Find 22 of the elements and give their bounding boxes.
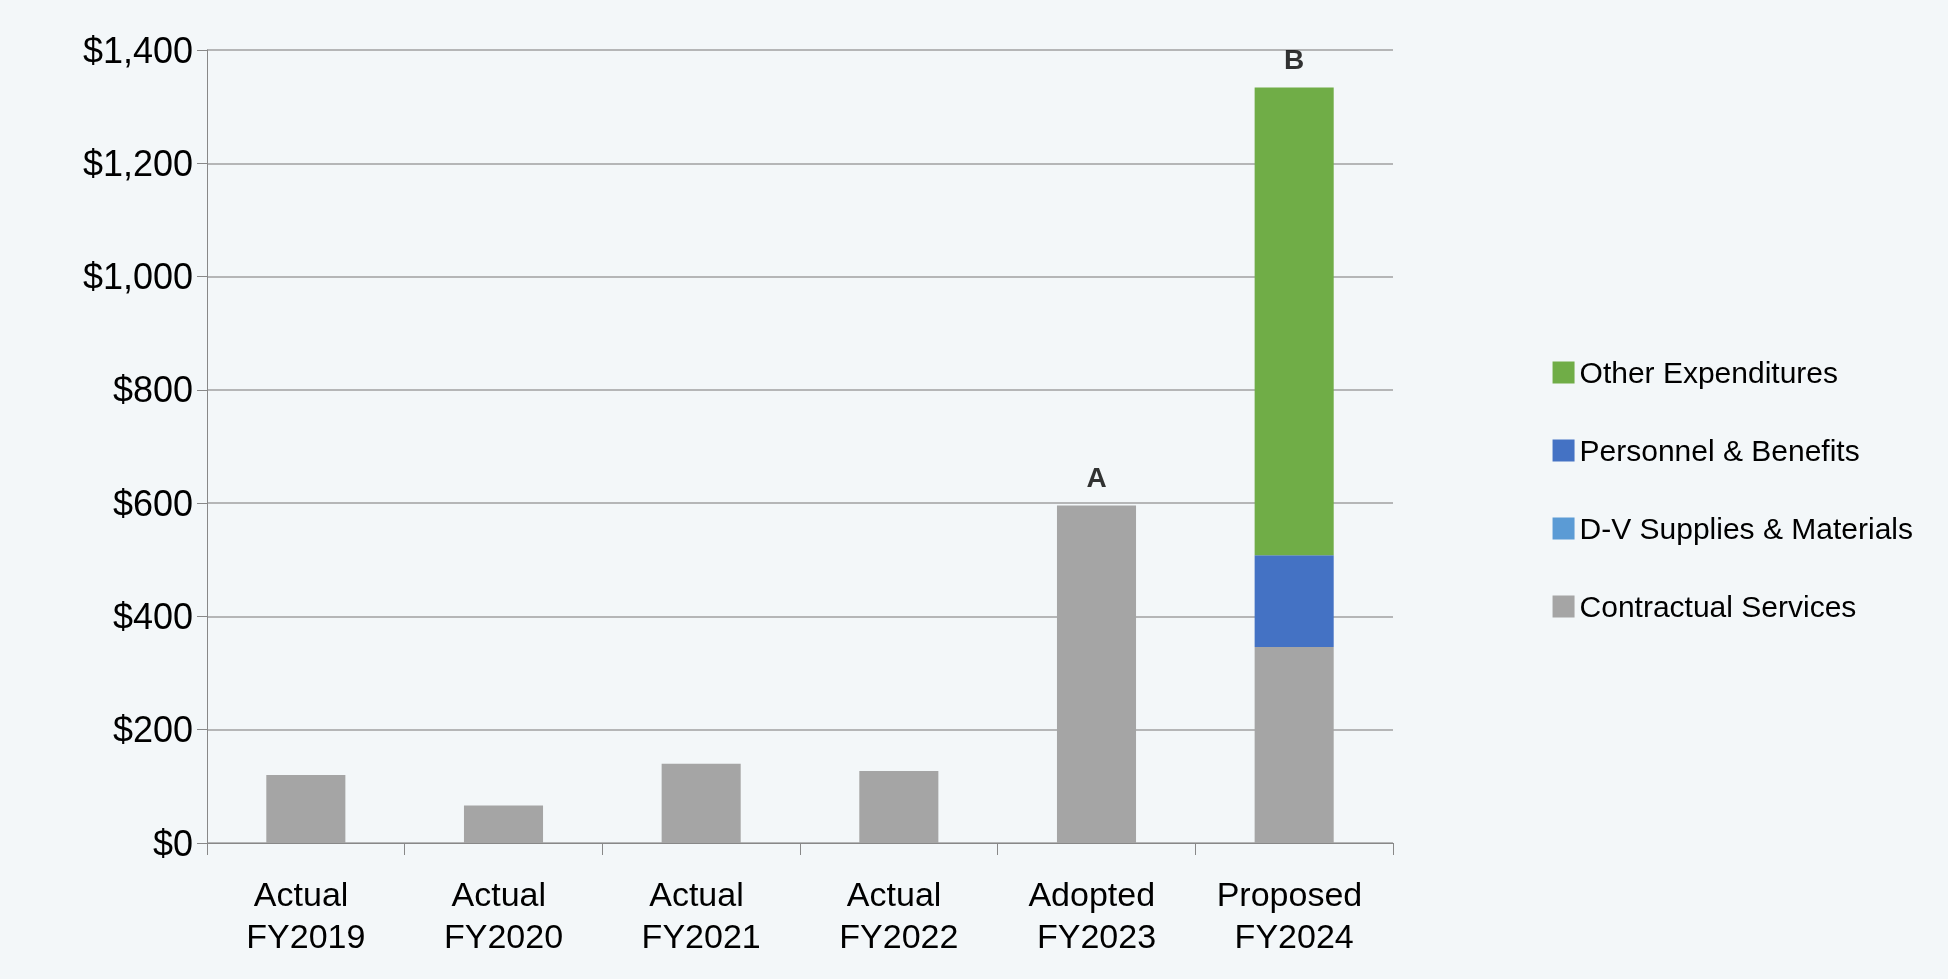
y-tick-label: $400 [112, 595, 193, 637]
annotation: B [1284, 43, 1305, 75]
legend-label: Contractual Services [1579, 590, 1857, 623]
annotation: A [1086, 461, 1107, 493]
y-tick-label: $1,200 [82, 142, 193, 184]
y-tick-label: $200 [112, 709, 193, 751]
y-tick-label: $800 [112, 369, 193, 411]
x-tick-label: Actual FY2022 [839, 875, 959, 955]
y-tick-label: $1,400 [82, 29, 193, 71]
y-tick-label: $0 [152, 822, 193, 864]
legend-label: Personnel & Benefits [1579, 434, 1860, 467]
x-tick-label: Proposed FY2024 [1216, 875, 1372, 955]
legend-label: Other Expenditures [1579, 356, 1839, 389]
legend-label: D-V Supplies & Materials [1579, 512, 1914, 545]
x-tick-label: Actual FY2021 [641, 875, 761, 955]
y-tick-label: $1,000 [82, 256, 193, 298]
x-tick-label: Actual FY2019 [246, 875, 366, 955]
bar [1254, 87, 1334, 556]
y-tick-label: $600 [112, 482, 193, 524]
bar [1254, 555, 1334, 648]
x-tick-label: Adopted FY2023 [1028, 875, 1165, 955]
x-tick-label: Actual FY2020 [443, 875, 564, 955]
